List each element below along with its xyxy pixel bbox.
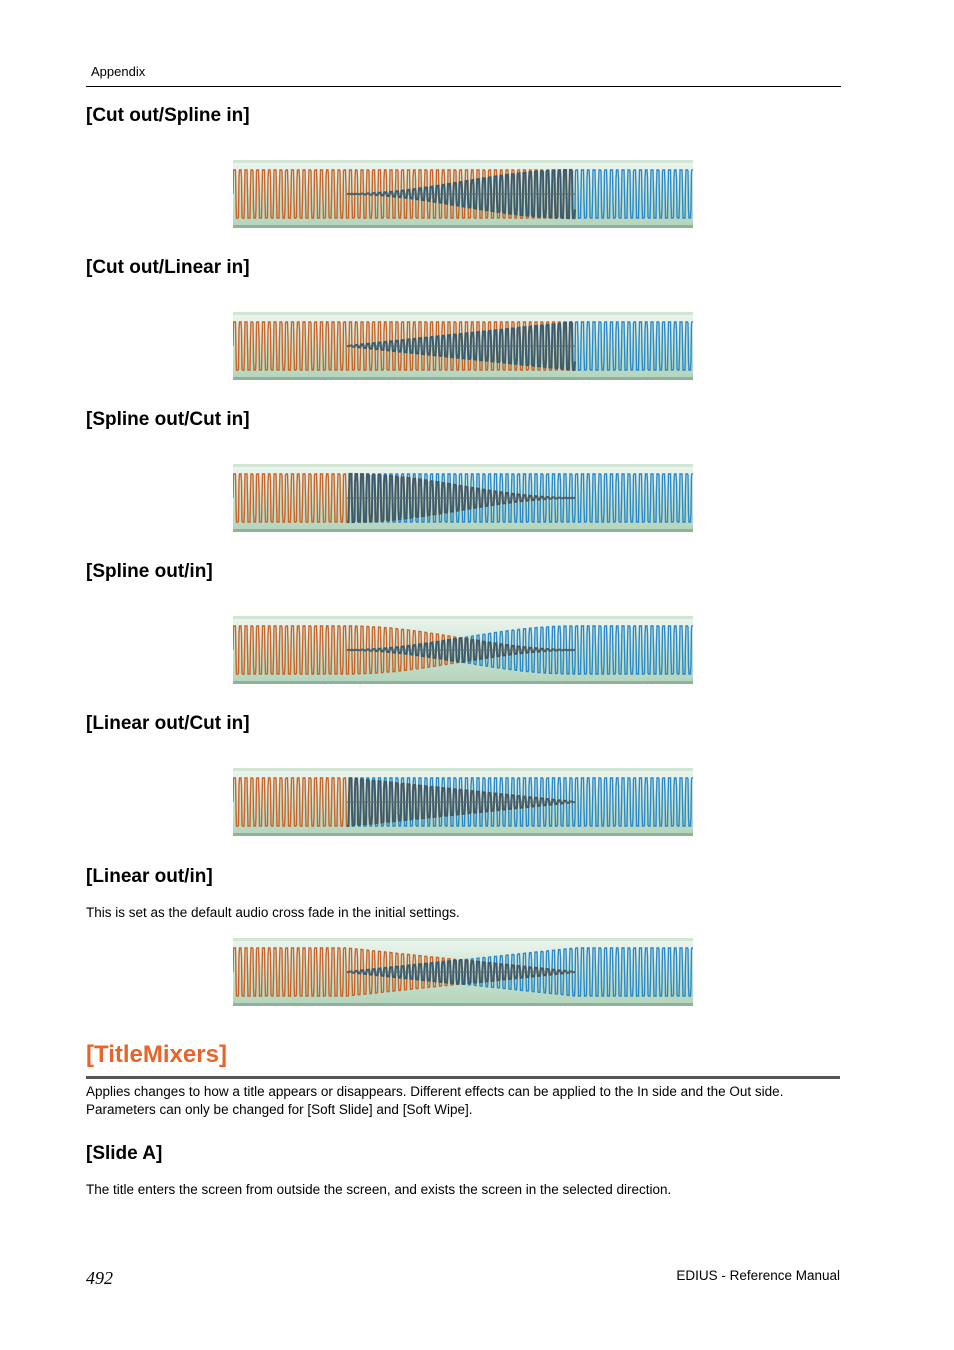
crossfade-overlap [346, 777, 576, 828]
outgoing-audio-wave [233, 321, 576, 371]
track-bottom-edge [233, 377, 693, 380]
track-bottom-edge [233, 681, 693, 684]
track-bottom-edge [233, 225, 693, 228]
linear-out-in-waveform [233, 938, 693, 1006]
spline-out-in-waveform-svg [233, 616, 693, 684]
track-top-edge [233, 768, 693, 771]
section-title-titlemixers: [TitleMixers] [86, 1041, 227, 1068]
track-bottom-edge [233, 1003, 693, 1006]
slide-a-description: The title enters the screen from outside… [86, 1182, 672, 1197]
track-top-edge [233, 938, 693, 941]
linear-out-cut-in-waveform-svg [233, 768, 693, 836]
titlemixers-description-line2: Parameters can only be changed for [Soft… [86, 1102, 473, 1117]
crossfade-overlap [347, 472, 575, 524]
heading-cut-out-linear-in: [Cut out/Linear in] [86, 257, 250, 278]
header-rule [86, 86, 841, 87]
incoming-audio-wave [347, 473, 693, 523]
crossfade-overlap [346, 321, 577, 371]
crossfade-overlap [346, 958, 576, 985]
section-rule [86, 1076, 840, 1079]
spline-out-in-waveform [233, 616, 693, 684]
heading-spline-out-in: [Spline out/in] [86, 561, 213, 582]
outgoing-audio-wave [233, 169, 576, 219]
running-header: Appendix [91, 64, 146, 79]
heading-linear-out-cut-in: [Linear out/Cut in] [86, 713, 250, 734]
heading-cut-out-spline-in: [Cut out/Spline in] [86, 105, 250, 126]
spline-out-cut-in-waveform [233, 464, 693, 532]
crossfade-overlap [347, 636, 575, 664]
track-bottom-edge [233, 529, 693, 532]
track-top-edge [233, 312, 693, 315]
crossfade-overlap [347, 168, 577, 220]
track-bottom-edge [233, 833, 693, 836]
heading-linear-out-in: [Linear out/in] [86, 866, 213, 887]
linear-out-in-waveform-svg [233, 938, 693, 1006]
cut-out-linear-in-waveform-svg [233, 312, 693, 380]
linear-out-in-description: This is set as the default audio cross f… [86, 905, 460, 920]
incoming-audio-wave [347, 777, 693, 827]
track-top-edge [233, 160, 693, 163]
spline-out-cut-in-waveform-svg [233, 464, 693, 532]
heading-spline-out-cut-in: [Spline out/Cut in] [86, 409, 250, 430]
track-top-edge [233, 464, 693, 467]
cut-out-spline-in-waveform-svg [233, 160, 693, 228]
page-number: 492 [86, 1268, 113, 1288]
cut-out-spline-in-waveform [233, 160, 693, 228]
cut-out-linear-in-waveform [233, 312, 693, 380]
linear-out-cut-in-waveform [233, 768, 693, 836]
manual-title: EDIUS - Reference Manual [676, 1268, 840, 1283]
track-top-edge [233, 616, 693, 619]
heading-slide-a: [Slide A] [86, 1143, 163, 1164]
titlemixers-description-line1: Applies changes to how a title appears o… [86, 1084, 784, 1099]
